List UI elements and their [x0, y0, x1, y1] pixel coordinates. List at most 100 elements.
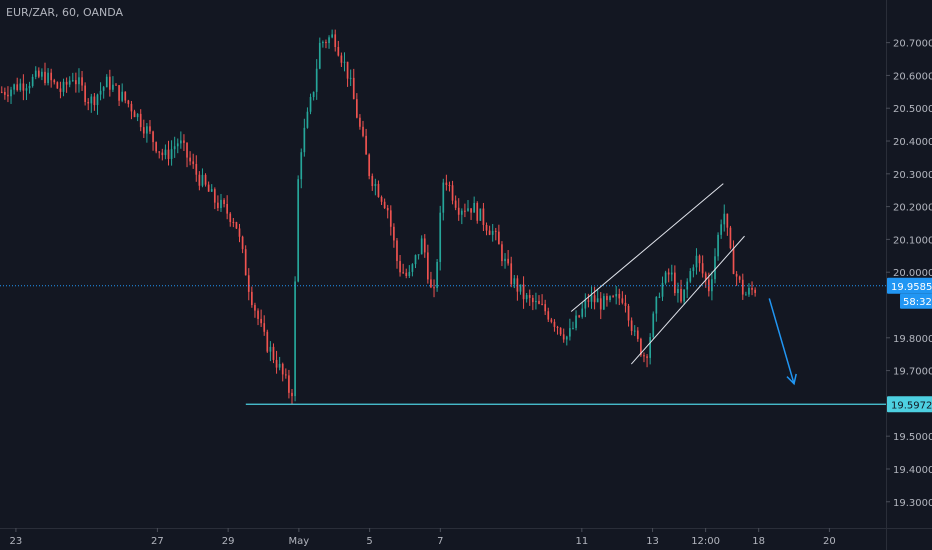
- candle-body: [460, 210, 463, 215]
- candle-body: [513, 278, 516, 285]
- candle-body: [56, 82, 59, 89]
- candle-body: [118, 85, 120, 101]
- candle-body: [133, 111, 136, 118]
- candle-body: [473, 203, 476, 213]
- candle-body: [244, 249, 247, 276]
- candle-body: [284, 374, 287, 376]
- candle-body: [102, 87, 105, 91]
- y-tick-label: 19.30000: [893, 498, 932, 509]
- candle-body: [386, 208, 389, 211]
- x-tick-label: 7: [437, 536, 443, 547]
- candle-body: [241, 236, 244, 250]
- candle-body: [522, 284, 525, 300]
- candle-body: [754, 289, 756, 293]
- x-tick-label: 20: [823, 536, 836, 547]
- candle-body: [646, 356, 648, 358]
- candle-body: [393, 226, 395, 241]
- candle-body: [71, 80, 74, 82]
- candle-body: [491, 230, 494, 235]
- candle-body: [402, 272, 404, 274]
- support-price-badge-text: 19.59725: [891, 400, 932, 411]
- candle-body: [13, 84, 15, 90]
- candle-body: [596, 298, 599, 303]
- candle-body: [593, 295, 596, 303]
- candle-body: [692, 267, 695, 272]
- candle-body: [343, 61, 346, 63]
- candle-body: [266, 331, 269, 352]
- candle-body: [121, 91, 124, 101]
- candle-body: [581, 308, 584, 317]
- candle-body: [37, 70, 40, 77]
- candle-body: [167, 149, 170, 159]
- candle-body: [112, 84, 114, 90]
- candle-body: [720, 224, 723, 235]
- candle-body: [108, 76, 111, 90]
- candle-body: [198, 174, 201, 186]
- candle-body: [457, 207, 460, 215]
- y-tick-label: 20.70000: [893, 39, 932, 50]
- candle-body: [59, 88, 62, 92]
- candle-body: [226, 203, 229, 214]
- candle-body: [405, 272, 408, 277]
- candle-body: [488, 230, 491, 235]
- support-price-badge: 19.59725: [887, 396, 932, 413]
- candle-body: [751, 288, 753, 290]
- candle-body: [47, 72, 49, 84]
- candle-body: [448, 185, 451, 187]
- x-tick-label: 23: [10, 536, 23, 547]
- candle-body: [201, 174, 204, 186]
- candle-body: [726, 213, 729, 228]
- candle-body: [25, 88, 28, 91]
- y-tick-label: 20.40000: [893, 137, 932, 148]
- candle-body: [661, 282, 664, 297]
- candle-body: [544, 304, 547, 312]
- candle-body: [291, 392, 293, 397]
- candle-body: [745, 294, 747, 296]
- candle-body: [0, 91, 3, 93]
- candle-body: [229, 213, 232, 222]
- candle-body: [251, 291, 253, 306]
- candle-body: [587, 300, 590, 302]
- x-tick-label: 13: [646, 536, 659, 547]
- candle-body: [704, 273, 707, 280]
- candle-body: [701, 263, 704, 274]
- candle-body: [667, 272, 670, 275]
- candle-body: [158, 151, 161, 153]
- candle-body: [186, 142, 188, 158]
- candle-body: [464, 210, 466, 212]
- candle-body: [340, 55, 343, 63]
- candle-body: [683, 289, 685, 302]
- candle-body: [516, 278, 519, 292]
- candle-body: [528, 295, 531, 298]
- candle-body: [578, 315, 580, 317]
- x-tick-label: 12:00: [691, 536, 720, 547]
- candle-body: [309, 97, 312, 112]
- candle-body: [636, 330, 639, 339]
- candle-body: [624, 302, 627, 306]
- candle-body: [470, 208, 472, 213]
- candle-body: [331, 34, 333, 38]
- y-tick-label: 19.70000: [893, 367, 932, 378]
- candle-body: [633, 330, 636, 332]
- candle-body: [213, 189, 216, 203]
- candle-body: [411, 264, 414, 272]
- candle-body: [272, 346, 275, 360]
- candle-body: [127, 100, 130, 104]
- candle-body: [417, 254, 420, 256]
- candle-body: [217, 202, 219, 209]
- projection-arrow: [768, 298, 795, 384]
- candle-body: [383, 201, 386, 209]
- candle-body: [105, 76, 108, 88]
- candle-body: [44, 71, 46, 84]
- y-tick-label: 20.00000: [893, 268, 932, 279]
- candle-body: [368, 154, 371, 177]
- candle-body: [7, 94, 9, 97]
- y-tick-label: 19.80000: [893, 334, 932, 345]
- candle-body: [510, 263, 513, 285]
- candle-body: [75, 80, 77, 85]
- candle-body: [562, 334, 565, 340]
- symbol-label[interactable]: EUR/ZAR, 60, OANDA: [6, 6, 124, 19]
- candle-body: [328, 37, 330, 44]
- candle-body: [627, 305, 630, 321]
